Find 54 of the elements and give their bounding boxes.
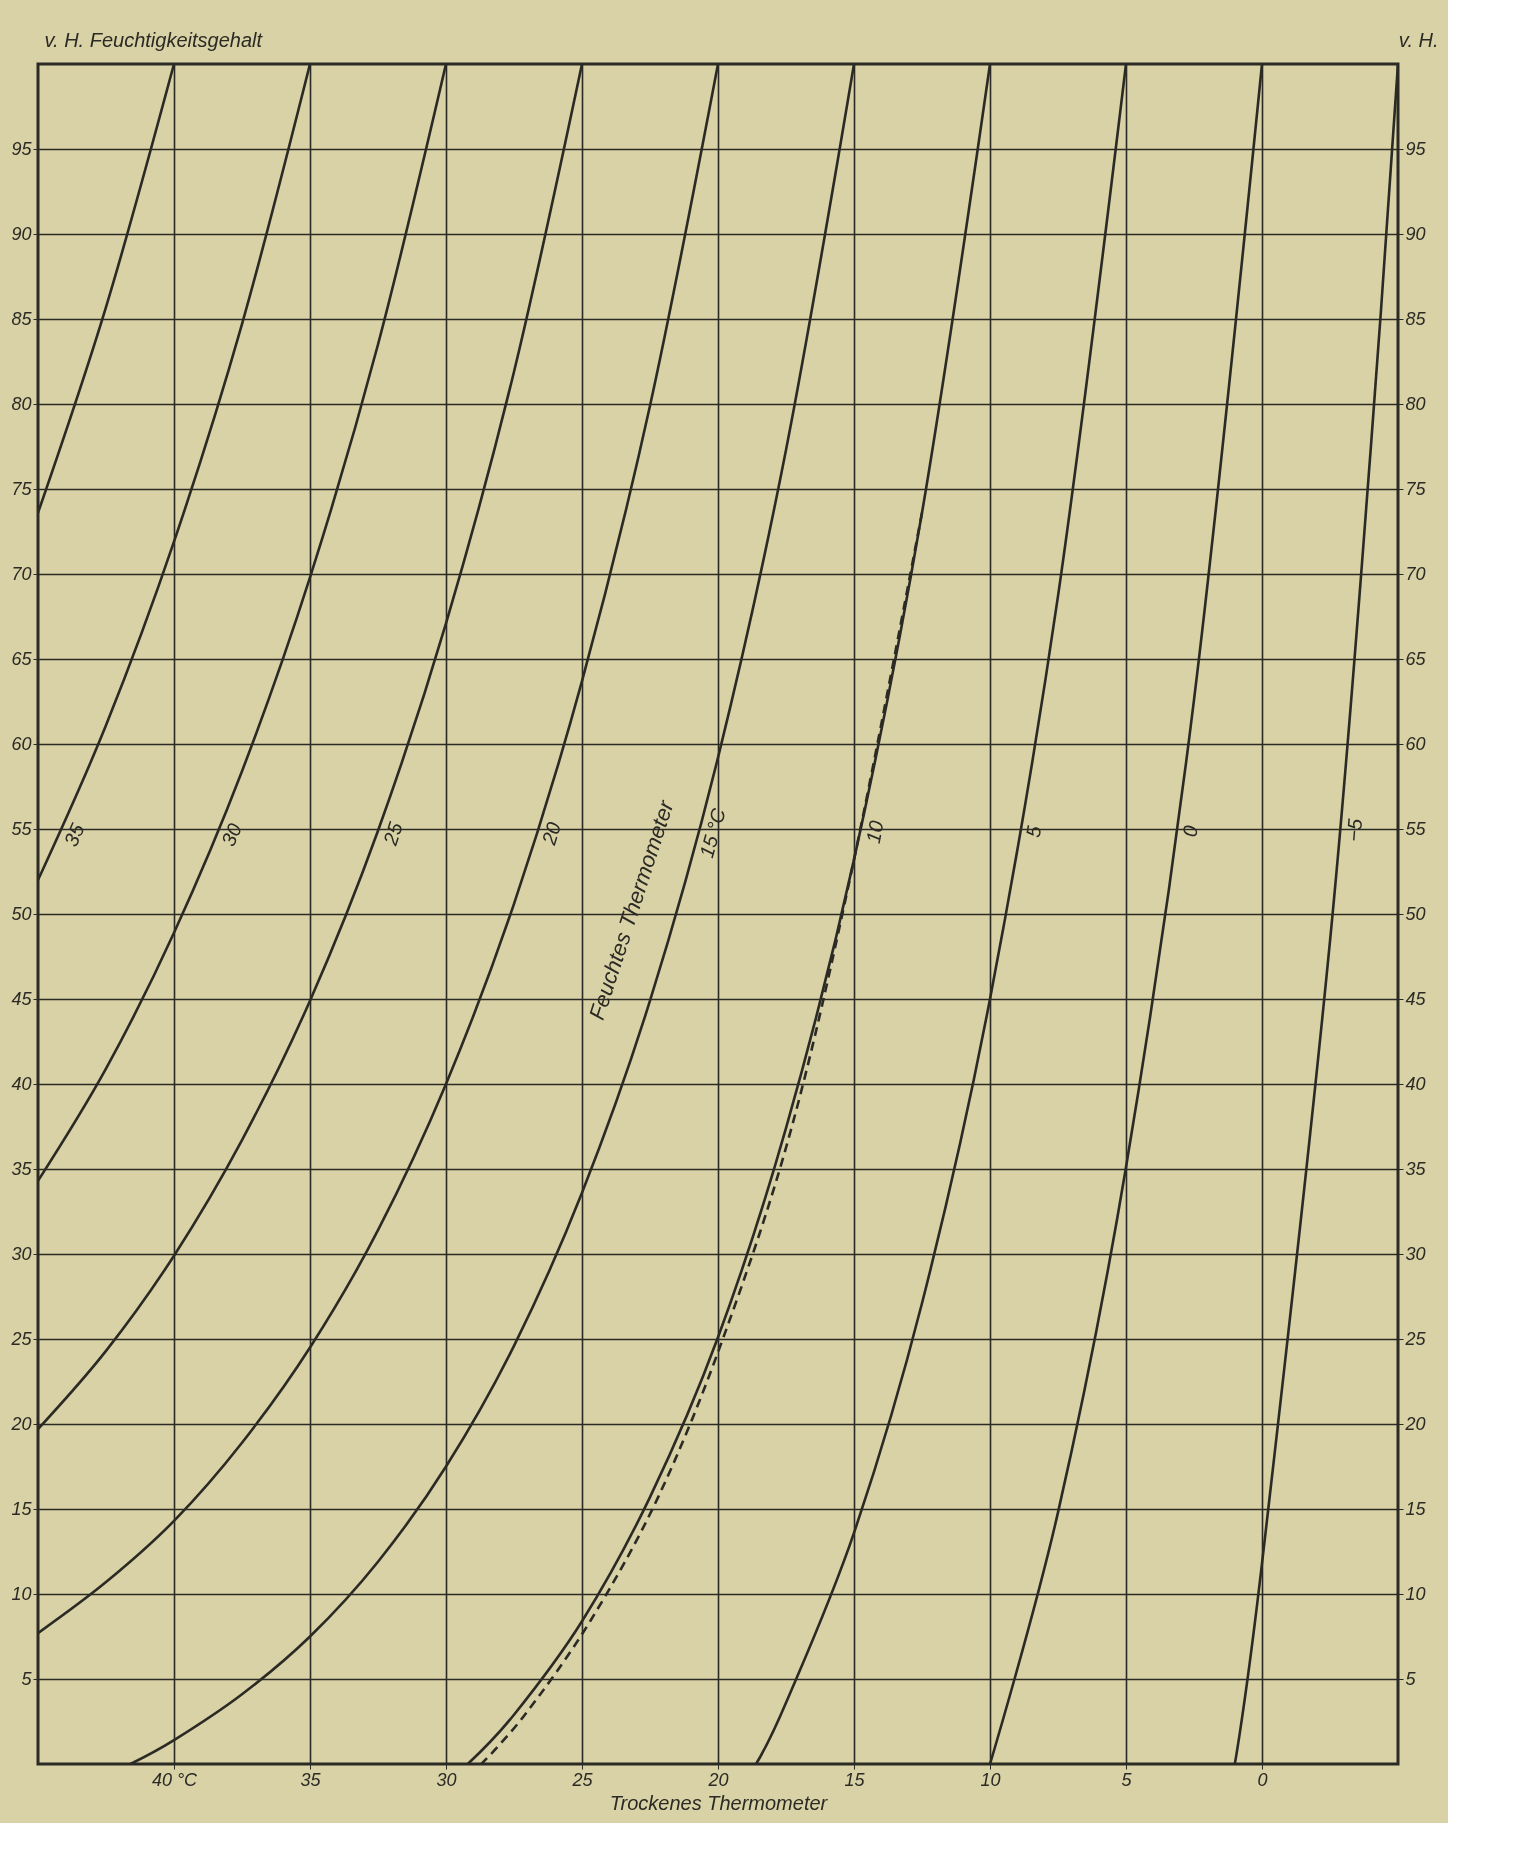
y2-tick-label: 10 xyxy=(1405,1583,1426,1604)
y-tick-label: 25 xyxy=(10,1328,33,1349)
y-axis-title: v. H. Feuchtigkeitsgehalt xyxy=(44,28,264,51)
y2-tick-label: 85 xyxy=(1405,308,1427,329)
text: 15 °C xyxy=(695,805,730,861)
y2-tick-label: 5 xyxy=(1405,1668,1417,1689)
x-tick-label: 10 xyxy=(980,1769,1001,1790)
y-tick-label: 15 xyxy=(11,1498,33,1519)
y-tick-label: 35 xyxy=(11,1158,33,1179)
y-tick-label: 45 xyxy=(11,988,33,1009)
x-tick-label: 15 xyxy=(844,1769,866,1790)
y-tick-label: 85 xyxy=(11,308,33,329)
y-tick-label: 75 xyxy=(11,478,33,499)
y2-tick-label: 60 xyxy=(1405,733,1426,754)
y-tick-label: 65 xyxy=(11,648,33,669)
x-tick-label: 5 xyxy=(1121,1769,1133,1790)
y-tick-label: 70 xyxy=(11,563,32,584)
y2-tick-label: 20 xyxy=(1404,1413,1426,1434)
y2-tick-label: 15 xyxy=(1405,1498,1427,1519)
y2-tick-label: 80 xyxy=(1405,393,1426,414)
x-tick-label: 25 xyxy=(571,1769,594,1790)
x-tick-label: 35 xyxy=(300,1769,322,1790)
y2-tick-label: 95 xyxy=(1405,138,1427,159)
y-tick-label: 10 xyxy=(11,1583,32,1604)
y2-tick-label: 90 xyxy=(1405,223,1426,244)
y2-tick-label: 75 xyxy=(1405,478,1427,499)
y2-tick-label: 50 xyxy=(1405,903,1426,924)
y2-tick-label: 70 xyxy=(1405,563,1426,584)
x-tick-label: 0 xyxy=(1257,1769,1268,1790)
y-tick-label: 40 xyxy=(11,1073,32,1094)
y-tick-label: 55 xyxy=(11,818,33,839)
y-tick-label: 95 xyxy=(11,138,33,159)
y-tick-label: 30 xyxy=(11,1243,32,1264)
y-tick-label: 80 xyxy=(11,393,32,414)
y-tick-label: 50 xyxy=(11,903,32,924)
y2-tick-label: 30 xyxy=(1405,1243,1426,1264)
x-tick-label: 20 xyxy=(707,1769,729,1790)
y-tick-label: 60 xyxy=(11,733,32,754)
y2-tick-label: 40 xyxy=(1405,1073,1426,1094)
y2-tick-label: 35 xyxy=(1405,1158,1427,1179)
y-tick-label: 5 xyxy=(21,1668,33,1689)
y2-tick-label: 25 xyxy=(1404,1328,1427,1349)
y2-tick-label: 55 xyxy=(1405,818,1427,839)
x-tick-label: 30 xyxy=(436,1769,457,1790)
text: 30 xyxy=(217,820,246,850)
y-tick-label: 90 xyxy=(11,223,32,244)
y-tick-label: 20 xyxy=(10,1413,32,1434)
x-axis-title: Trockenes Thermometer xyxy=(609,1791,829,1814)
text: −5 xyxy=(1342,817,1367,843)
x-tick-label: 40 °C xyxy=(151,1769,199,1790)
text: 20 xyxy=(537,819,565,849)
y2-axis-title: v. H. xyxy=(1398,28,1439,51)
y2-tick-label: 45 xyxy=(1405,988,1427,1009)
y2-tick-label: 65 xyxy=(1405,648,1427,669)
